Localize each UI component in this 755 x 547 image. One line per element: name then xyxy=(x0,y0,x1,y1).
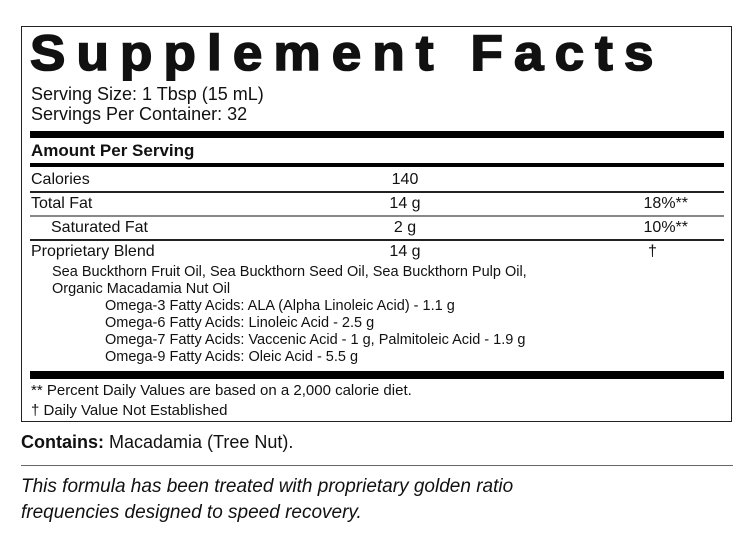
blend-ingredients-line: Sea Buckthorn Fruit Oil, Sea Buckthorn S… xyxy=(52,264,527,280)
supplement-facts-panel xyxy=(21,26,732,422)
thick-divider xyxy=(30,371,724,379)
panel-title: Supplement Facts xyxy=(29,24,665,82)
divider xyxy=(21,465,733,466)
allergen-statement: Contains: Macadamia (Tree Nut). xyxy=(21,432,293,453)
contains-label: Contains: xyxy=(21,432,104,452)
footnote-not-established: † Daily Value Not Established xyxy=(31,402,228,419)
nutrient-name-total-fat: Total Fat xyxy=(31,195,93,212)
nutrient-name-calories: Calories xyxy=(31,171,90,188)
nutrient-dv-proprietary-blend: † xyxy=(648,243,657,260)
servings-per-container: Servings Per Container: 32 xyxy=(31,104,248,124)
fatty-acid-line: Omega-3 Fatty Acids: ALA (Alpha Linoleic… xyxy=(105,298,455,314)
row-divider xyxy=(30,215,724,217)
nutrient-amount-calories: 140 xyxy=(391,171,419,188)
fatty-acid-line: Omega-9 Fatty Acids: Oleic Acid - 5.5 g xyxy=(105,349,359,365)
nutrient-amount-saturated-fat: 2 g xyxy=(393,219,417,236)
contains-value: Macadamia (Tree Nut). xyxy=(104,432,294,452)
medium-divider xyxy=(30,163,724,167)
nutrient-name-proprietary-blend: Proprietary Blend xyxy=(31,243,155,260)
footnote-daily-values: ** Percent Daily Values are based on a 2… xyxy=(31,382,412,399)
nutrient-dv-total-fat: 18%** xyxy=(643,195,688,212)
row-divider xyxy=(30,239,724,241)
disclaimer-line: frequencies designed to speed recovery. xyxy=(21,502,362,523)
amount-per-serving-heading: Amount Per Serving xyxy=(31,141,195,160)
row-divider xyxy=(30,191,724,193)
thick-divider xyxy=(30,131,724,138)
fatty-acid-line: Omega-6 Fatty Acids: Linoleic Acid - 2.5… xyxy=(105,315,375,331)
fatty-acid-line: Omega-7 Fatty Acids: Vaccenic Acid - 1 g… xyxy=(105,332,526,348)
nutrient-name-saturated-fat: Saturated Fat xyxy=(51,219,148,236)
blend-ingredients-line: Organic Macadamia Nut Oil xyxy=(52,281,231,297)
nutrient-amount-proprietary-blend: 14 g xyxy=(389,243,421,260)
serving-size: Serving Size: 1 Tbsp (15 mL) xyxy=(31,84,264,104)
disclaimer-line: This formula has been treated with propr… xyxy=(21,476,514,497)
nutrient-dv-saturated-fat: 10%** xyxy=(643,219,688,236)
nutrient-amount-total-fat: 14 g xyxy=(389,195,421,212)
